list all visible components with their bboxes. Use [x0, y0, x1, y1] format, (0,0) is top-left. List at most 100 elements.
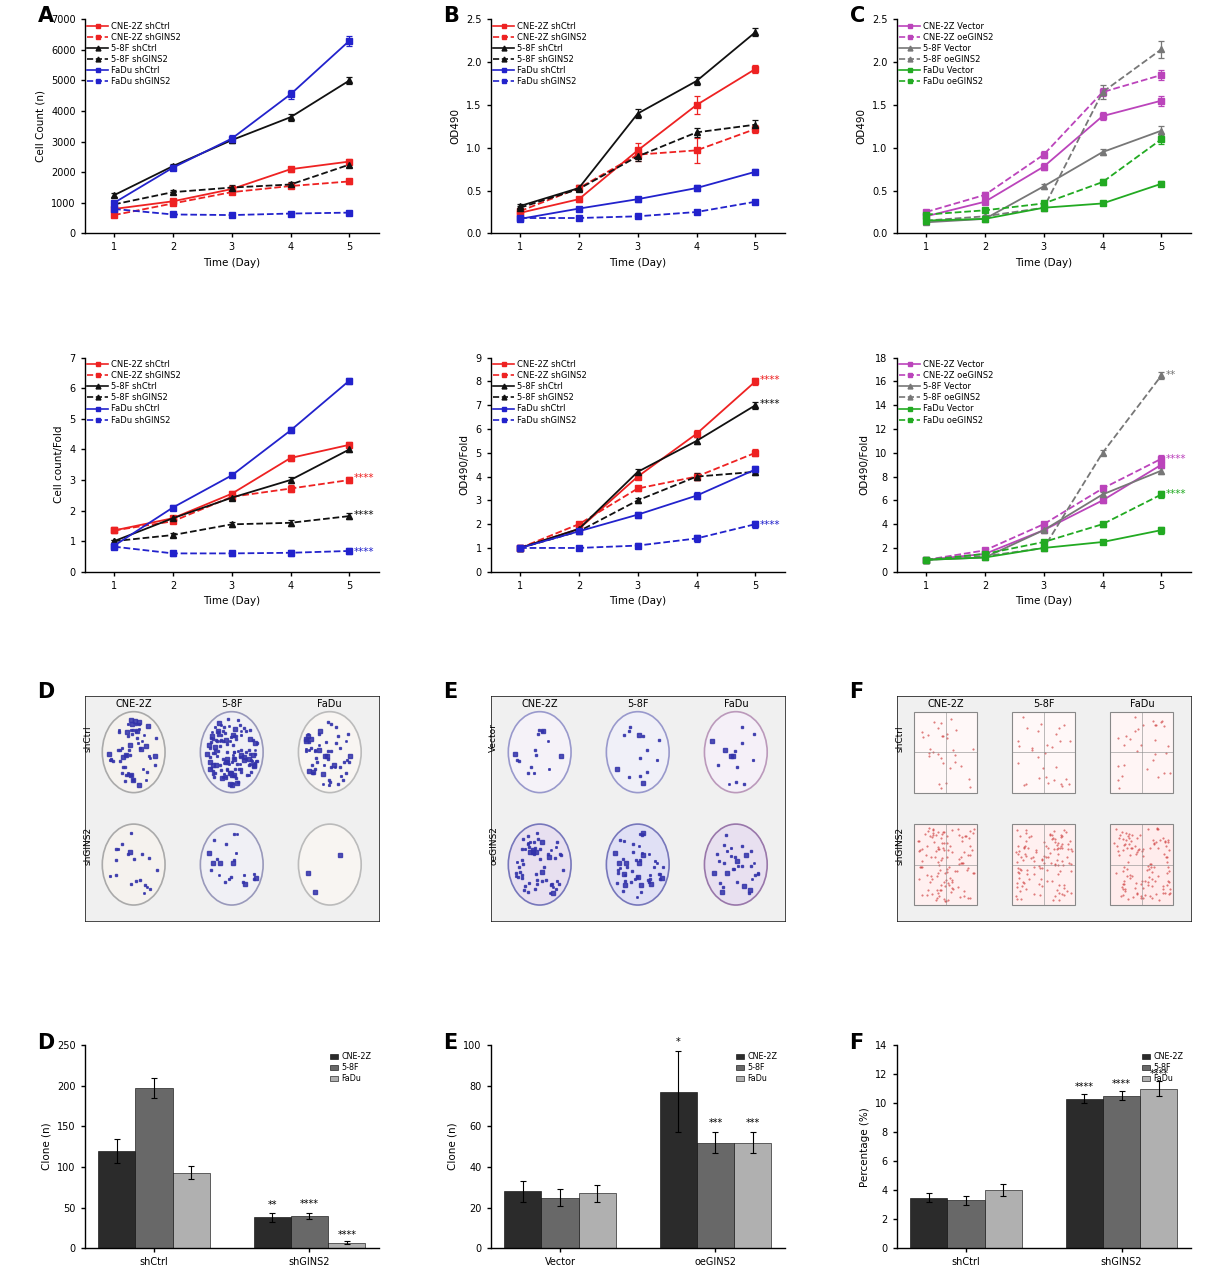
Bar: [910, 1197, 948, 1248]
X-axis label: Time (Day): Time (Day): [1016, 257, 1072, 268]
FancyBboxPatch shape: [1110, 712, 1173, 793]
Text: ***: ***: [708, 1118, 723, 1129]
Bar: [579, 1193, 615, 1248]
Text: ****: ****: [760, 399, 781, 409]
Bar: [734, 1143, 771, 1248]
Text: F: F: [850, 682, 863, 703]
Ellipse shape: [103, 824, 166, 905]
Bar: [291, 1216, 328, 1248]
Text: ****: ****: [760, 520, 781, 530]
Legend: CNE-2Z shCtrl, CNE-2Z shGINS2, 5-8F shCtrl, 5-8F shGINS2, FaDu shCtrl, FaDu shGI: CNE-2Z shCtrl, CNE-2Z shGINS2, 5-8F shCt…: [492, 21, 588, 88]
Text: 5-8F: 5-8F: [221, 699, 243, 709]
Legend: CNE-2Z shCtrl, CNE-2Z shGINS2, 5-8F shCtrl, 5-8F shGINS2, FaDu shCtrl, FaDu shGI: CNE-2Z shCtrl, CNE-2Z shGINS2, 5-8F shCt…: [86, 21, 181, 88]
Text: C: C: [850, 6, 864, 27]
Ellipse shape: [607, 712, 669, 793]
Bar: [948, 1201, 984, 1248]
Text: ***: ***: [746, 1118, 760, 1129]
Text: ****: ****: [300, 1199, 319, 1210]
Legend: CNE-2Z, 5-8F, FaDu: CNE-2Z, 5-8F, FaDu: [1139, 1049, 1187, 1086]
Bar: [660, 1091, 696, 1248]
Text: *: *: [676, 1037, 681, 1048]
Text: ****: ****: [354, 510, 375, 520]
Legend: CNE-2Z shCtrl, CNE-2Z shGINS2, 5-8F shCtrl, 5-8F shGINS2, FaDu shCtrl, FaDu shGI: CNE-2Z shCtrl, CNE-2Z shGINS2, 5-8F shCt…: [86, 359, 181, 426]
Y-axis label: OD490: OD490: [451, 108, 461, 144]
Y-axis label: Cell count/Fold: Cell count/Fold: [53, 426, 64, 503]
Text: A: A: [37, 6, 53, 27]
Text: CNE-2Z: CNE-2Z: [521, 699, 559, 709]
Bar: [1140, 1089, 1178, 1248]
Legend: CNE-2Z Vector, CNE-2Z oeGINS2, 5-8F Vector, 5-8F oeGINS2, FaDu Vector, FaDu oeGI: CNE-2Z Vector, CNE-2Z oeGINS2, 5-8F Vect…: [898, 21, 995, 88]
X-axis label: Time (Day): Time (Day): [609, 257, 666, 268]
Bar: [98, 1151, 135, 1248]
Text: FaDu: FaDu: [1129, 699, 1155, 709]
Y-axis label: OD490/Fold: OD490/Fold: [860, 434, 869, 495]
Ellipse shape: [201, 824, 264, 905]
Text: ****: ****: [1075, 1082, 1094, 1093]
Text: shGINS2: shGINS2: [895, 826, 904, 865]
Text: 5-8F: 5-8F: [1032, 699, 1054, 709]
X-axis label: Time (Day): Time (Day): [203, 596, 260, 606]
Text: Vector: Vector: [490, 723, 498, 752]
Text: ****: ****: [760, 376, 781, 385]
Text: CNE-2Z: CNE-2Z: [115, 699, 152, 709]
Ellipse shape: [508, 712, 571, 793]
Text: FaDu: FaDu: [318, 699, 342, 709]
Bar: [696, 1143, 734, 1248]
Bar: [173, 1172, 210, 1248]
X-axis label: Time (Day): Time (Day): [1016, 596, 1072, 606]
Text: ****: ****: [1112, 1080, 1130, 1089]
Y-axis label: OD490/Fold: OD490/Fold: [459, 434, 470, 495]
Text: 5-8F: 5-8F: [627, 699, 648, 709]
Legend: CNE-2Z, 5-8F, FaDu: CNE-2Z, 5-8F, FaDu: [328, 1049, 375, 1086]
Text: ****: ****: [1150, 1069, 1168, 1079]
Legend: CNE-2Z Vector, CNE-2Z oeGINS2, 5-8F Vector, 5-8F oeGINS2, FaDu Vector, FaDu oeGI: CNE-2Z Vector, CNE-2Z oeGINS2, 5-8F Vect…: [898, 359, 995, 426]
Bar: [504, 1192, 542, 1248]
Y-axis label: OD490: OD490: [856, 108, 867, 144]
Ellipse shape: [201, 712, 264, 793]
Text: oeGINS2: oeGINS2: [490, 826, 498, 865]
Text: shCtrl: shCtrl: [895, 726, 904, 752]
Bar: [984, 1190, 1022, 1248]
Bar: [254, 1218, 291, 1248]
Y-axis label: Cell Count (n): Cell Count (n): [35, 90, 46, 162]
Bar: [1103, 1095, 1140, 1248]
Text: shGINS2: shGINS2: [83, 826, 92, 865]
Text: E: E: [444, 682, 458, 703]
FancyBboxPatch shape: [1012, 712, 1075, 793]
Bar: [1065, 1099, 1103, 1248]
Text: **: **: [1167, 371, 1176, 381]
Text: D: D: [37, 1032, 54, 1053]
Bar: [542, 1197, 579, 1248]
X-axis label: Time (Day): Time (Day): [609, 596, 666, 606]
Ellipse shape: [103, 712, 166, 793]
Text: **: **: [267, 1201, 277, 1210]
Y-axis label: Percentage (%): Percentage (%): [860, 1107, 869, 1187]
FancyBboxPatch shape: [1110, 824, 1173, 905]
Ellipse shape: [299, 712, 361, 793]
Text: B: B: [444, 6, 459, 27]
X-axis label: Time (Day): Time (Day): [203, 257, 260, 268]
Bar: [328, 1243, 365, 1248]
Y-axis label: Clone (n): Clone (n): [447, 1122, 458, 1170]
Text: ****: ****: [1167, 454, 1187, 463]
Text: ****: ****: [337, 1230, 357, 1241]
Text: shCtrl: shCtrl: [83, 726, 92, 752]
Text: ****: ****: [1167, 489, 1187, 499]
Legend: CNE-2Z shCtrl, CNE-2Z shGINS2, 5-8F shCtrl, 5-8F shGINS2, FaDu shCtrl, FaDu shGI: CNE-2Z shCtrl, CNE-2Z shGINS2, 5-8F shCt…: [492, 359, 588, 426]
Y-axis label: Clone (n): Clone (n): [41, 1122, 52, 1170]
Text: F: F: [850, 1032, 863, 1053]
Ellipse shape: [299, 824, 361, 905]
Ellipse shape: [607, 824, 669, 905]
Text: ****: ****: [354, 547, 375, 557]
Text: E: E: [444, 1032, 458, 1053]
Legend: CNE-2Z, 5-8F, FaDu: CNE-2Z, 5-8F, FaDu: [733, 1049, 781, 1086]
FancyBboxPatch shape: [914, 712, 977, 793]
Bar: [135, 1088, 173, 1248]
Text: FaDu: FaDu: [723, 699, 748, 709]
Ellipse shape: [705, 824, 768, 905]
Text: CNE-2Z: CNE-2Z: [927, 699, 964, 709]
FancyBboxPatch shape: [914, 824, 977, 905]
Text: ****: ****: [354, 474, 375, 484]
FancyBboxPatch shape: [1012, 824, 1075, 905]
Ellipse shape: [508, 824, 571, 905]
